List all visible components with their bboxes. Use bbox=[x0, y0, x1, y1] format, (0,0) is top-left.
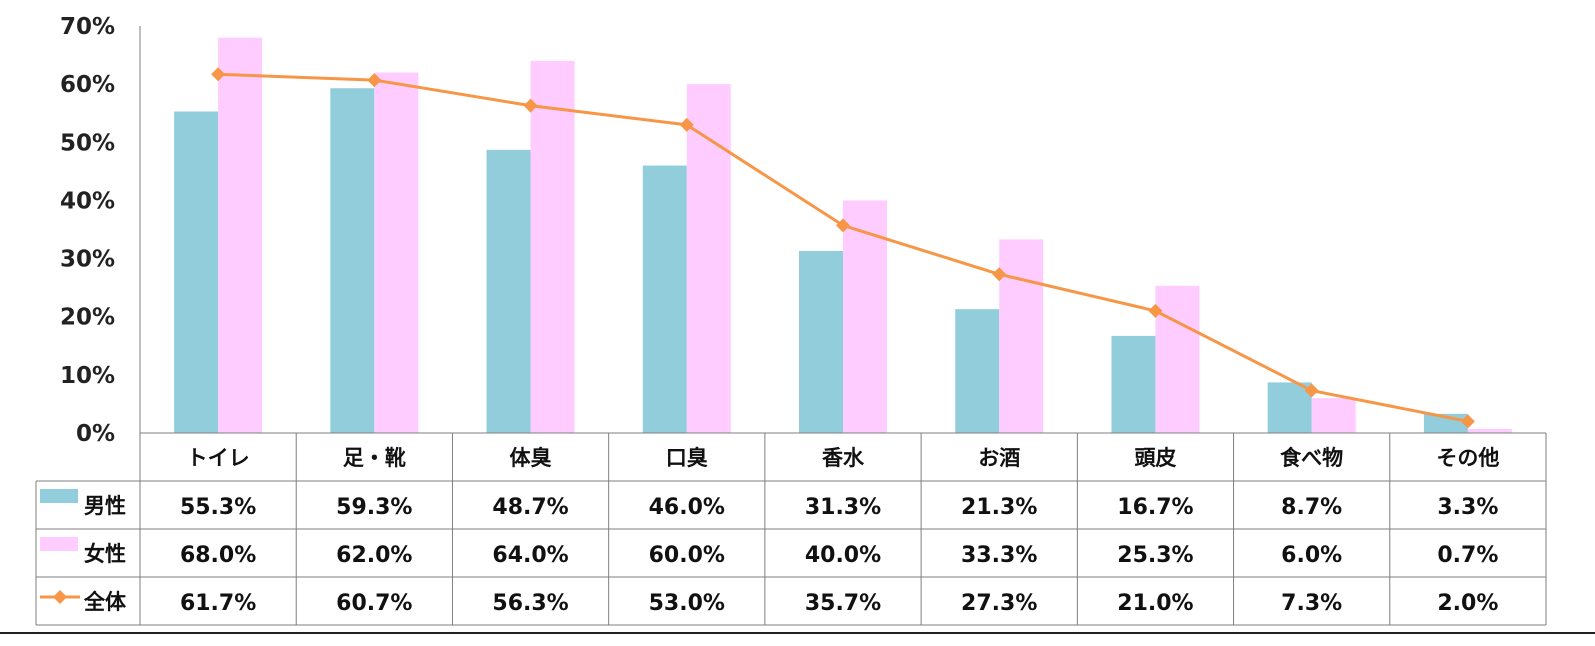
bar-male bbox=[486, 149, 531, 433]
table-value: 35.7% bbox=[805, 591, 881, 616]
table-value: 8.7% bbox=[1281, 495, 1342, 520]
marker-total bbox=[1304, 383, 1319, 398]
bar-female bbox=[999, 239, 1044, 433]
bar-female bbox=[686, 84, 731, 434]
bar-male bbox=[330, 88, 375, 433]
legend-marker-total bbox=[53, 590, 67, 604]
table-value: 60.7% bbox=[336, 591, 412, 616]
table-value: 0.7% bbox=[1437, 543, 1498, 568]
table-value: 64.0% bbox=[492, 543, 568, 568]
bar-female bbox=[374, 72, 419, 433]
table-value: 62.0% bbox=[336, 543, 412, 568]
table-value: 53.0% bbox=[649, 591, 725, 616]
category-label: トイレ bbox=[187, 446, 250, 470]
table-value: 21.0% bbox=[1117, 591, 1193, 616]
bar-female bbox=[1467, 428, 1512, 433]
marker-total bbox=[836, 218, 850, 233]
legend-label: 男性 bbox=[84, 494, 126, 518]
bar-male bbox=[955, 309, 1000, 433]
y-tick-label: 60% bbox=[60, 72, 115, 98]
table-value: 3.3% bbox=[1437, 495, 1498, 520]
table-value: 21.3% bbox=[961, 495, 1037, 520]
y-tick-label: 10% bbox=[60, 363, 115, 389]
category-label: 香水 bbox=[822, 446, 865, 470]
table-value: 31.3% bbox=[805, 495, 881, 520]
table-value: 16.7% bbox=[1117, 495, 1193, 520]
category-label: 頭皮 bbox=[1134, 446, 1176, 470]
bar-male bbox=[1111, 335, 1156, 433]
marker-total bbox=[992, 267, 1007, 282]
table-value: 33.3% bbox=[961, 543, 1037, 568]
y-tick-label: 40% bbox=[60, 188, 115, 214]
table-value: 25.3% bbox=[1117, 543, 1193, 568]
table-value: 60.0% bbox=[649, 543, 725, 568]
category-label: その他 bbox=[1436, 446, 1499, 470]
bar-male bbox=[1267, 382, 1312, 433]
category-label: 体臭 bbox=[510, 446, 552, 470]
marker-total bbox=[679, 117, 694, 132]
bar-male bbox=[799, 251, 843, 433]
table-value: 55.3% bbox=[180, 495, 256, 520]
bar-female bbox=[843, 200, 887, 433]
legend-label: 女性 bbox=[84, 542, 126, 566]
bar-male bbox=[642, 165, 687, 434]
marker-total bbox=[523, 98, 538, 113]
y-tick-label: 30% bbox=[60, 247, 115, 273]
legend-key-male bbox=[40, 489, 78, 503]
legend-key-female bbox=[40, 537, 78, 551]
table-value: 68.0% bbox=[180, 543, 256, 568]
table-value: 56.3% bbox=[492, 591, 568, 616]
marker-total bbox=[211, 67, 226, 82]
table-value: 7.3% bbox=[1281, 591, 1342, 616]
category-label: お酒 bbox=[978, 446, 1020, 470]
marker-total bbox=[367, 73, 382, 88]
table-value: 6.0% bbox=[1281, 543, 1342, 568]
y-tick-label: 50% bbox=[60, 130, 115, 156]
bar-female bbox=[218, 37, 263, 433]
table-value: 40.0% bbox=[805, 543, 881, 568]
category-label: 食べ物 bbox=[1280, 446, 1343, 470]
bar-male bbox=[174, 111, 219, 433]
marker-total bbox=[1148, 303, 1163, 318]
legend-label: 全体 bbox=[83, 590, 127, 614]
table-value: 61.7% bbox=[180, 591, 256, 616]
y-tick-label: 70% bbox=[60, 14, 115, 40]
bar-female bbox=[1155, 285, 1200, 433]
table-value: 59.3% bbox=[336, 495, 412, 520]
y-tick-label: 0% bbox=[76, 421, 115, 447]
marker-total bbox=[1460, 414, 1475, 429]
y-tick-label: 20% bbox=[60, 305, 115, 331]
category-label: 口臭 bbox=[666, 446, 708, 470]
bar-female bbox=[1311, 398, 1356, 433]
table-value: 48.7% bbox=[492, 495, 568, 520]
bar-female bbox=[530, 60, 575, 434]
table-value: 2.0% bbox=[1437, 591, 1498, 616]
category-label: 足・靴 bbox=[343, 446, 406, 470]
table-value: 46.0% bbox=[649, 495, 725, 520]
table-value: 27.3% bbox=[961, 591, 1037, 616]
